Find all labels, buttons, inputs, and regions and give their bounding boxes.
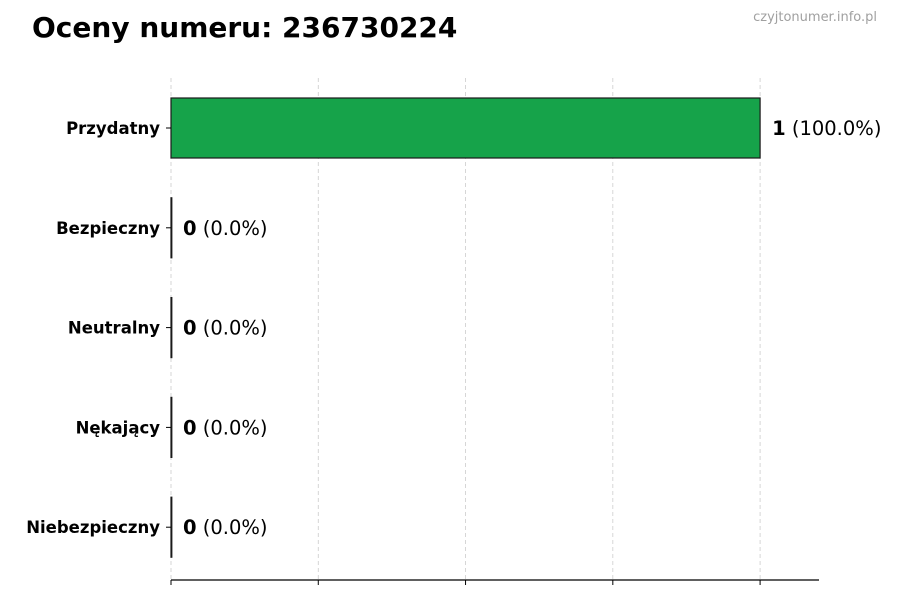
y-tick-label: Niebezpieczny [26, 518, 160, 537]
data-label-percent: (0.0%) [197, 516, 268, 539]
bar [170, 396, 173, 458]
y-tick-label: Neutralny [68, 319, 160, 338]
chart-title: Oceny numeru: 236730224 [32, 11, 458, 44]
data-label: 0 (0.0%) [183, 416, 268, 439]
data-label-percent: (0.0%) [197, 416, 268, 439]
data-label-count: 0 [183, 317, 197, 340]
data-label: 0 (0.0%) [183, 217, 268, 240]
y-tick-label: Przydatny [66, 119, 160, 138]
y-tick-label: Nękający [76, 418, 161, 437]
bar [170, 297, 173, 359]
bar [170, 496, 173, 558]
data-label-count: 0 [183, 516, 197, 539]
bar [170, 197, 173, 259]
data-label: 1 (100.0%) [772, 117, 881, 140]
watermark: czyjtonumer.info.pl [753, 10, 877, 25]
y-tick-label: Bezpieczny [56, 219, 160, 238]
data-label-count: 0 [183, 416, 197, 439]
bar [170, 97, 761, 159]
data-label-percent: (100.0%) [786, 117, 882, 140]
data-label-count: 0 [183, 217, 197, 240]
data-label-percent: (0.0%) [197, 317, 268, 340]
data-label: 0 (0.0%) [183, 516, 268, 539]
data-label-count: 1 [772, 117, 786, 140]
data-label-percent: (0.0%) [197, 217, 268, 240]
data-label: 0 (0.0%) [183, 317, 268, 340]
